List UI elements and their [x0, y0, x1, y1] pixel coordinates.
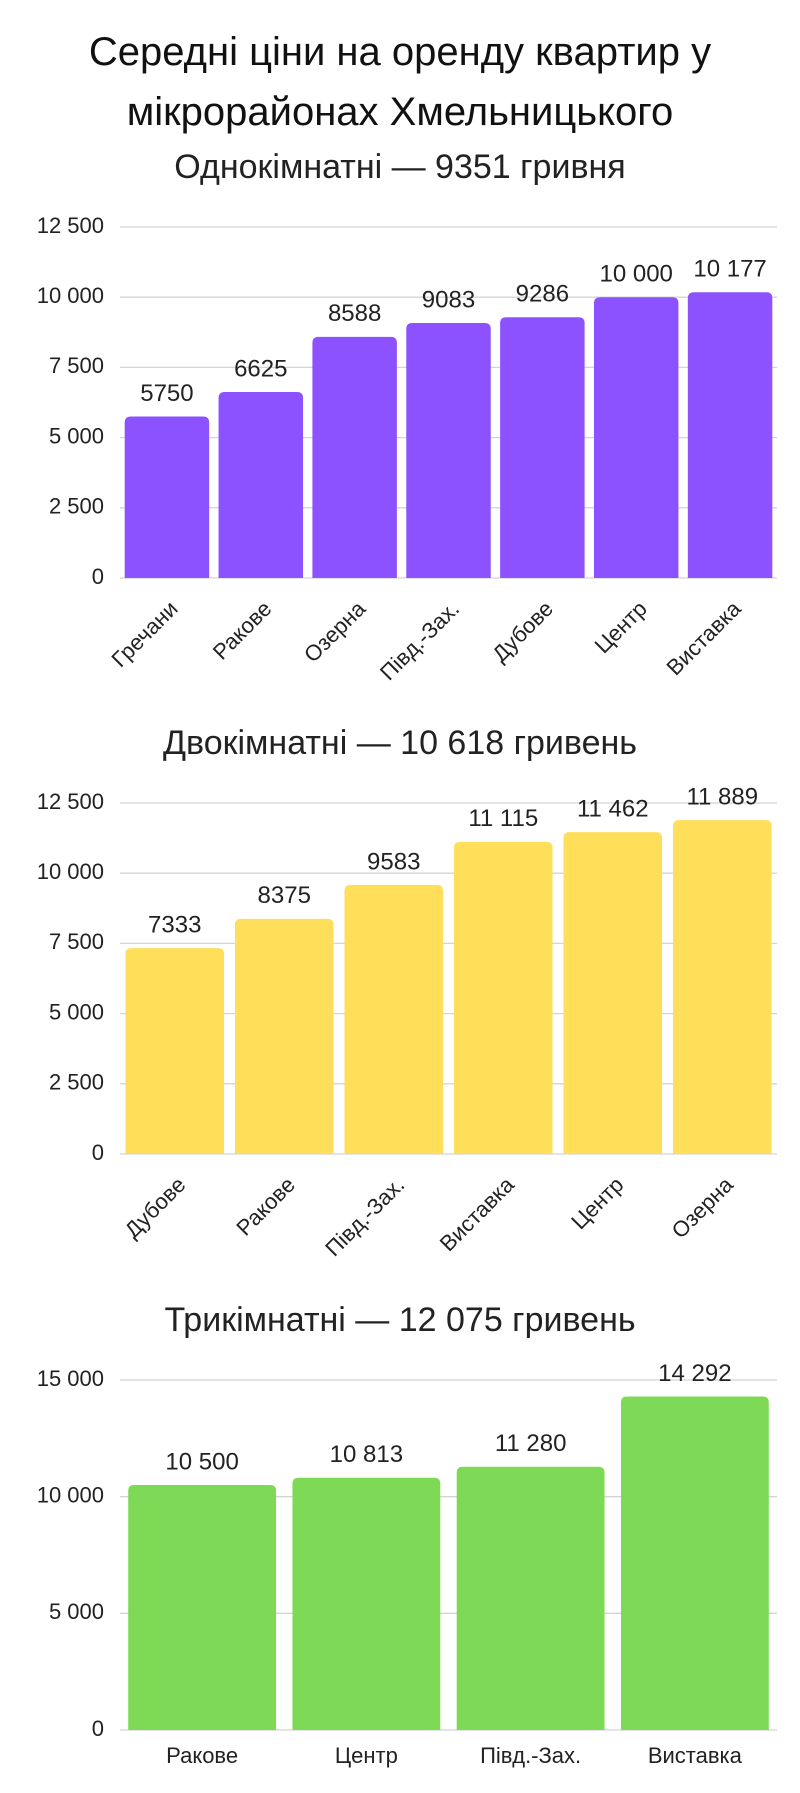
x-tick-label: Півд.-Зах. [375, 596, 464, 685]
y-tick-label: 0 [92, 1716, 104, 1741]
y-tick-label: 10 000 [37, 859, 104, 884]
y-tick-label: 5 000 [49, 999, 104, 1024]
value-label: 9583 [367, 848, 420, 875]
y-tick-label: 10 000 [37, 283, 104, 308]
value-label: 8375 [258, 882, 311, 909]
bar [344, 884, 444, 1154]
value-label: 10 177 [693, 256, 766, 283]
y-tick-label: 0 [92, 564, 104, 589]
y-tick-label: 15 000 [37, 1366, 104, 1391]
bar [593, 297, 679, 578]
value-label: 9083 [422, 286, 475, 313]
x-tick-label: Дубове [120, 1172, 191, 1243]
x-tick-label: Ракове [208, 596, 277, 665]
x-tick-label: Ракове [166, 1743, 238, 1768]
value-label: 11 462 [577, 795, 649, 822]
bar [563, 832, 663, 1154]
bar [234, 918, 334, 1154]
value-label: 8588 [328, 300, 381, 327]
value-label: 6625 [234, 355, 287, 382]
x-tick-label: Гречани [107, 596, 183, 672]
x-tick-label: Виставка [648, 1743, 743, 1768]
value-label: 7333 [148, 911, 201, 938]
bar [672, 820, 772, 1154]
y-tick-label: 5 000 [49, 423, 104, 448]
bar [453, 841, 553, 1154]
value-label: 10 813 [330, 1441, 403, 1468]
bar [128, 1485, 277, 1730]
x-tick-label: Центр [590, 596, 652, 658]
bar [620, 1396, 769, 1730]
x-tick-label: Виставка [662, 595, 747, 680]
y-tick-label: 2 500 [49, 494, 104, 519]
value-label: 5750 [140, 380, 193, 407]
x-tick-label: Дубове [487, 596, 558, 667]
x-tick-label: Озерна [667, 1171, 739, 1243]
y-tick-label: 0 [92, 1140, 104, 1165]
x-tick-label: Центр [335, 1743, 398, 1768]
y-tick-label: 7 500 [49, 929, 104, 954]
x-tick-label: Півд.-Зах. [320, 1172, 409, 1261]
bar [125, 948, 225, 1154]
value-label: 9286 [516, 281, 569, 308]
y-tick-label: 12 500 [37, 789, 104, 814]
bar [456, 1466, 605, 1730]
bar [500, 317, 585, 578]
x-tick-label: Ракове [231, 1172, 300, 1241]
x-tick-label: Озерна [299, 595, 371, 667]
bar [406, 322, 491, 578]
bar [124, 416, 210, 578]
y-tick-label: 2 500 [49, 1070, 104, 1095]
bar [312, 336, 397, 578]
y-tick-label: 12 500 [37, 213, 104, 238]
chart-title: Трикімнатні — 12 075 гривень [164, 1301, 635, 1339]
bar [292, 1477, 441, 1730]
value-label: 11 115 [468, 805, 538, 832]
bar [218, 391, 304, 578]
y-tick-label: 10 000 [37, 1482, 104, 1507]
value-label: 11 889 [686, 784, 758, 811]
chart-title: Двокімнатні — 10 618 гривень [163, 724, 637, 762]
value-label: 10 000 [600, 261, 673, 288]
main-title: Середні ціни на оренду квартир у мікрора… [88, 30, 712, 134]
value-label: 11 280 [495, 1430, 567, 1457]
x-tick-label: Центр [566, 1172, 628, 1234]
bar [687, 292, 773, 578]
x-tick-label: Виставка [435, 1171, 520, 1256]
x-tick-label: Півд.-Зах. [480, 1743, 581, 1768]
y-tick-label: 7 500 [49, 353, 104, 378]
value-label: 14 292 [658, 1360, 731, 1387]
y-tick-label: 5 000 [49, 1599, 104, 1624]
chart-title: Однокімнатні — 9351 гривня [174, 148, 625, 186]
value-label: 10 500 [165, 1448, 238, 1475]
